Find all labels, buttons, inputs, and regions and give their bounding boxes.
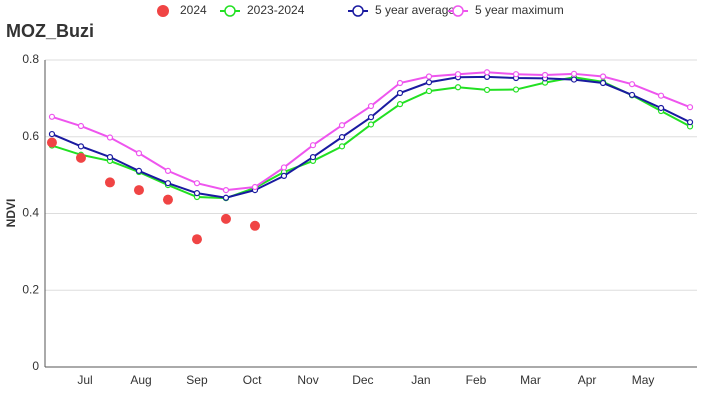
point	[367, 114, 375, 121]
point	[135, 150, 143, 157]
point	[483, 69, 491, 76]
point	[104, 177, 115, 188]
point	[46, 137, 57, 148]
point	[512, 86, 520, 93]
legend-label: 2023-2024	[247, 3, 305, 17]
legend-label: 5 year maximum	[475, 3, 564, 17]
point	[570, 76, 578, 83]
point	[193, 180, 201, 187]
legend-marker	[157, 5, 169, 17]
point	[396, 101, 404, 108]
x-tick-label: Sep	[186, 373, 208, 387]
point	[425, 79, 433, 86]
point	[483, 86, 491, 94]
point	[367, 121, 375, 128]
y-tick-label: 0	[32, 359, 39, 373]
point	[222, 194, 230, 201]
series-line	[51, 71, 691, 192]
chart-title: MOZ_Buzi	[6, 21, 94, 41]
point	[338, 122, 346, 129]
series-line	[51, 75, 691, 199]
point	[249, 220, 260, 231]
point	[133, 185, 144, 196]
point	[338, 134, 346, 141]
x-tick-label: Oct	[243, 373, 262, 387]
point	[396, 79, 404, 87]
y-tick-label: 0.8	[22, 52, 39, 66]
point	[164, 180, 172, 187]
legend-marker	[452, 5, 464, 17]
legend-label: 5 year average	[375, 3, 455, 17]
point	[222, 186, 230, 194]
point	[367, 102, 375, 110]
legend-label: 2024	[180, 3, 207, 17]
point	[686, 119, 694, 126]
point	[191, 234, 202, 245]
legend-marker	[224, 5, 236, 17]
series-line	[51, 76, 691, 200]
x-tick-label: Aug	[130, 373, 151, 387]
point	[628, 91, 636, 99]
x-tick-label: Nov	[297, 373, 318, 387]
point	[396, 89, 404, 97]
point	[309, 142, 317, 149]
point	[599, 73, 607, 80]
x-tick-label: May	[632, 373, 655, 387]
point	[454, 71, 462, 78]
point	[193, 190, 201, 197]
point	[280, 164, 288, 171]
point	[220, 213, 231, 224]
point	[309, 153, 317, 161]
point	[162, 194, 173, 205]
y-tick-label: 0.6	[22, 129, 39, 143]
x-tick-label: Dec	[352, 373, 373, 387]
point	[657, 92, 665, 99]
point	[164, 167, 172, 175]
y-tick-label: 0.2	[22, 282, 39, 296]
point	[106, 134, 114, 141]
point	[77, 143, 85, 150]
point	[454, 84, 462, 91]
x-tick-label: Apr	[578, 373, 597, 387]
y-axis-label: NDVI	[4, 199, 18, 228]
x-tick-label: Mar	[520, 373, 541, 387]
point	[686, 104, 694, 111]
x-tick-label: Feb	[466, 373, 487, 387]
point	[251, 183, 259, 191]
point	[75, 152, 86, 163]
point	[628, 81, 636, 88]
point	[541, 71, 549, 79]
y-tick-label: 0.4	[22, 206, 39, 220]
point	[425, 73, 433, 80]
point	[77, 122, 85, 130]
x-tick-label: Jul	[77, 373, 92, 387]
point	[512, 71, 520, 78]
point	[106, 153, 114, 161]
legend-marker	[352, 5, 364, 17]
point	[657, 104, 665, 112]
point	[338, 143, 346, 150]
point	[425, 87, 433, 95]
point	[48, 113, 56, 120]
point	[599, 79, 607, 87]
point	[570, 70, 578, 77]
x-tick-label: Jan	[411, 373, 430, 387]
point	[135, 167, 143, 175]
point	[48, 130, 56, 138]
point	[280, 172, 288, 179]
